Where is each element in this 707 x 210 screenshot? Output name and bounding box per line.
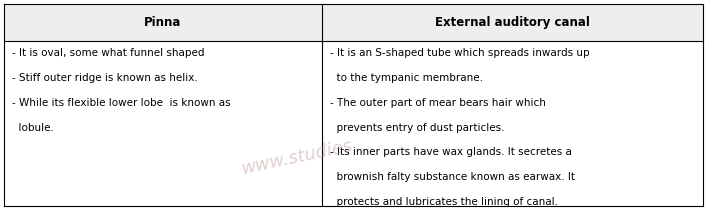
Text: - While its flexible lower lobe  is known as: - While its flexible lower lobe is known…: [12, 98, 230, 108]
Bar: [4, 4, 322, 41]
Text: - It is an S-shaped tube which spreads inwards up: - It is an S-shaped tube which spreads i…: [330, 48, 590, 58]
Text: protects and lubricates the lining of canal.: protects and lubricates the lining of ca…: [330, 197, 558, 207]
Bar: [322, 4, 703, 41]
Text: prevents entry of dust particles.: prevents entry of dust particles.: [330, 123, 505, 133]
Text: Pinna: Pinna: [144, 16, 181, 29]
Text: - The outer part of mear bears hair which: - The outer part of mear bears hair whic…: [330, 98, 546, 108]
Text: External auditory canal: External auditory canal: [435, 16, 590, 29]
Text: lobule.: lobule.: [12, 123, 54, 133]
Bar: [4, 41, 703, 206]
Text: www.studies: www.studies: [240, 137, 354, 178]
Text: - Stiff outer ridge is known as helix.: - Stiff outer ridge is known as helix.: [12, 73, 198, 83]
Text: brownish falty substance known as earwax. It: brownish falty substance known as earwax…: [330, 172, 575, 182]
Text: - It is oval, some what funnel shaped: - It is oval, some what funnel shaped: [12, 48, 204, 58]
Text: to the tympanic membrane.: to the tympanic membrane.: [330, 73, 483, 83]
Text: - Its inner parts have wax glands. It secretes a: - Its inner parts have wax glands. It se…: [330, 147, 572, 158]
